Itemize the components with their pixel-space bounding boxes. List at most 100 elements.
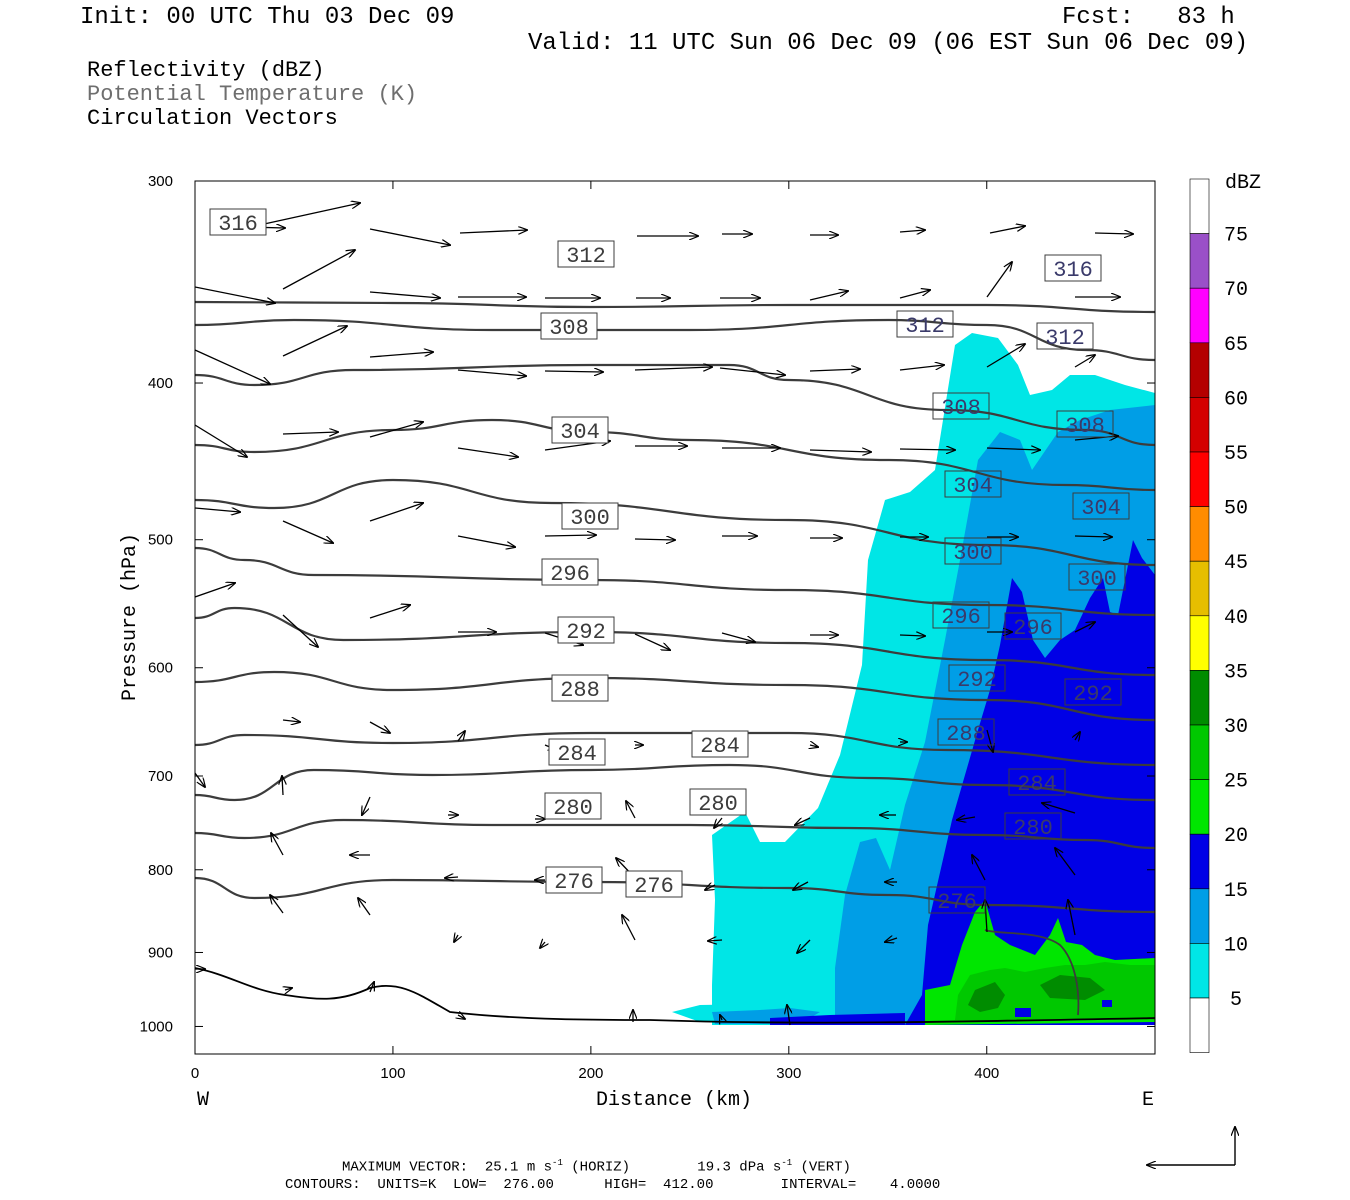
colorbar-swatch <box>1189 670 1210 726</box>
contour-label-box <box>932 601 990 629</box>
contour-label-box <box>544 792 602 820</box>
west-label: W <box>197 1089 209 1112</box>
circulation-vector <box>1074 355 1095 368</box>
circulation-vector <box>972 855 986 881</box>
circulation-vector <box>282 250 355 290</box>
circulation-vector <box>986 344 1025 368</box>
theta-contour-312 <box>195 363 1155 447</box>
circulation-vector <box>369 721 390 733</box>
colorbar-swatch <box>1189 943 1210 999</box>
contour-label-box <box>1004 812 1062 840</box>
contour-label: 304 <box>953 474 993 499</box>
circulation-vector <box>1068 900 1076 936</box>
colorbar-swatch <box>1189 888 1210 944</box>
colorbar-swatch <box>1189 451 1210 507</box>
circulation-vector <box>195 424 247 457</box>
circulation-vectors <box>195 203 1133 1026</box>
circulation-vector <box>254 203 360 227</box>
colorbar-swatch <box>1189 233 1210 289</box>
contour-label: 300 <box>953 541 993 566</box>
colorbar-swatch <box>1189 342 1210 398</box>
colorbar-swatch <box>1189 506 1210 562</box>
circulation-vector <box>634 633 670 650</box>
colorbar-swatch <box>1189 997 1210 1053</box>
circulation-vector <box>195 772 205 787</box>
circulation-vector <box>282 326 347 357</box>
circulation-vector <box>793 881 809 890</box>
contour-label-box <box>561 502 619 530</box>
circulation-vector <box>986 729 993 752</box>
unit-exponent-horiz: -1 <box>552 1158 563 1168</box>
contour-label: 284 <box>1017 772 1057 797</box>
y-tick-label: 1000 <box>140 1018 173 1035</box>
colorbar-level: 50 <box>1224 498 1248 521</box>
contour-label-box <box>557 616 615 644</box>
contour-label: 276 <box>554 870 594 895</box>
colorbar-level: 15 <box>1224 880 1248 903</box>
colorbar-level: 10 <box>1224 934 1248 957</box>
colorbar-level: 75 <box>1224 225 1248 248</box>
contour-label: 312 <box>566 244 606 269</box>
colorbar-level: 45 <box>1224 552 1248 575</box>
colorbar-swatch <box>1189 779 1210 835</box>
contour-label-box <box>548 738 606 766</box>
contour-label: 292 <box>957 668 997 693</box>
colorbar-swatch <box>1189 724 1210 780</box>
reference-vector-icon <box>1147 1127 1235 1165</box>
x-tick-label: 100 <box>380 1065 405 1082</box>
contour-label: 300 <box>570 506 610 531</box>
contour-label: 304 <box>1081 496 1121 521</box>
contour-label-box <box>1068 563 1126 591</box>
valid-time: Valid: 11 UTC Sun 06 Dec 09 (06 EST Sun … <box>528 30 1249 57</box>
circulation-vector <box>714 817 722 828</box>
y-tick-label: 600 <box>148 660 173 677</box>
colorbar-level: 65 <box>1224 334 1248 357</box>
colorbar-level: 20 <box>1224 825 1248 848</box>
contour-label-box <box>557 240 615 268</box>
circulation-vector <box>282 720 300 722</box>
circulation-vector <box>362 796 371 815</box>
colorbar-swatch <box>1189 615 1210 671</box>
contour-label-box <box>1072 492 1130 520</box>
contour-label-box <box>1036 322 1094 350</box>
colorbar-level: 25 <box>1224 771 1248 794</box>
contour-label-box <box>209 208 267 236</box>
surface-pressure-line <box>195 967 1155 1024</box>
x-tick-label: 0 <box>191 1065 199 1082</box>
contour-label: 288 <box>946 722 986 747</box>
y-tick-label: 400 <box>148 375 173 392</box>
circulation-vector <box>721 632 755 642</box>
init-time: Init: 00 UTC Thu 03 Dec 09 <box>80 4 455 31</box>
circulation-vector <box>809 450 871 452</box>
colorbar-level: 55 <box>1224 443 1248 466</box>
contour-label: 308 <box>1065 414 1105 439</box>
circulation-vector <box>458 731 465 742</box>
field-potential-temperature: Potential Temperature (K) <box>87 82 418 107</box>
dbz-colorbar: 75 70 65 60 55 50 45 40 35 30 25 20 15 10 5 dBZ <box>1189 172 1261 1053</box>
circulation-vector <box>457 535 515 547</box>
circulation-vector <box>369 605 410 619</box>
circulation-vector <box>622 915 636 941</box>
dbz-30-patch-a <box>968 982 1005 1012</box>
x-tick-label: 400 <box>974 1065 999 1082</box>
circulation-vector <box>957 817 976 820</box>
circulation-vector <box>544 371 603 372</box>
colorbar-swatch <box>1189 178 1210 234</box>
max-vector-mid: (HORIZ) 19.3 dPa s <box>571 1159 782 1176</box>
circulation-vector <box>787 1005 790 1026</box>
colorbar-level: 35 <box>1224 661 1248 684</box>
circulation-vector <box>989 226 1025 234</box>
colorbar-level: 70 <box>1224 279 1248 302</box>
circulation-vector <box>634 367 712 370</box>
max-vector-note: MAXIMUM VECTOR: 25.1 m s-1 (HORIZ) 19.3 … <box>342 1158 851 1176</box>
circulation-vector <box>899 449 955 450</box>
contour-label: 288 <box>560 678 600 703</box>
x-axis-title: Distance (km) <box>596 1089 752 1112</box>
contour-label-box <box>1064 678 1122 706</box>
theta-contour-280 <box>195 818 1155 850</box>
circulation-vector <box>1074 536 1112 537</box>
theta-contour-288 <box>195 731 1155 767</box>
contour-label: 296 <box>941 605 981 630</box>
circulation-vector <box>369 422 423 438</box>
